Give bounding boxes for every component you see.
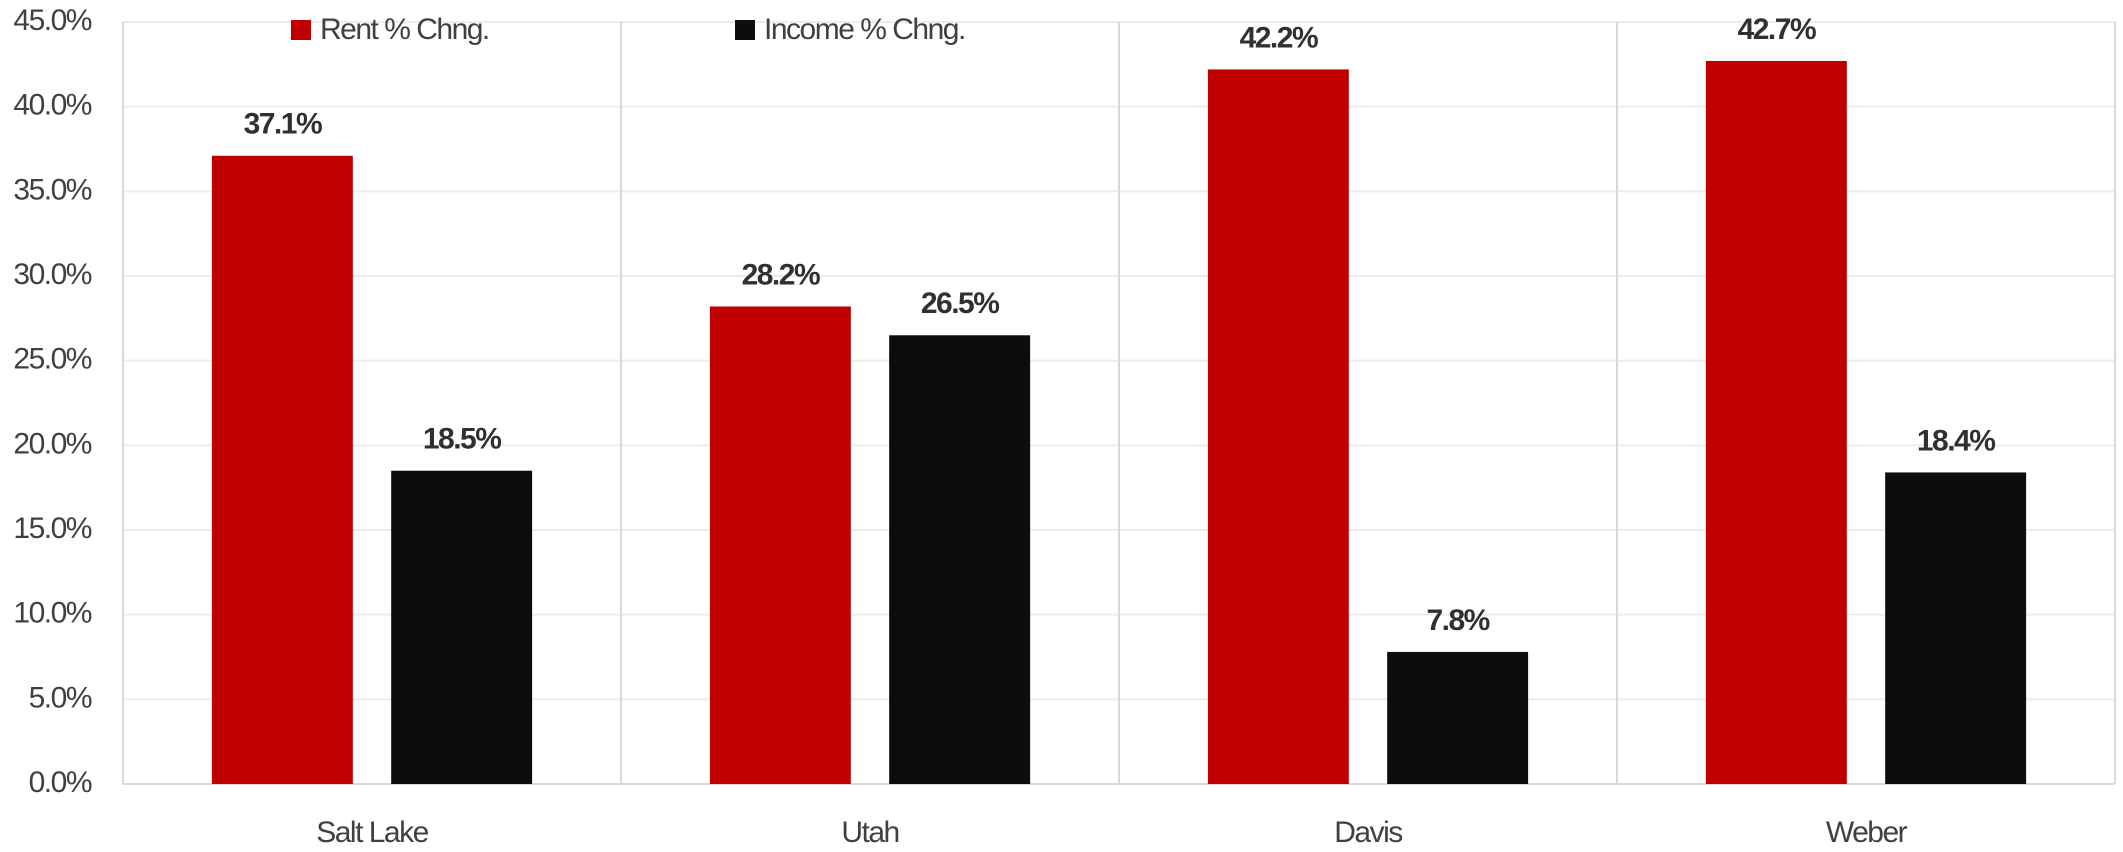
bar (1387, 651, 1529, 784)
y-tick-label: 5.0% (29, 681, 92, 714)
y-tick-label: 20.0% (13, 427, 91, 460)
bar (889, 335, 1031, 784)
value-label: 28.2% (742, 258, 820, 291)
legend-swatch (291, 20, 311, 40)
value-label: 18.5% (423, 423, 501, 456)
value-label: 18.4% (1917, 424, 1995, 457)
value-label: 37.1% (244, 108, 322, 141)
bar (1885, 472, 2027, 784)
x-tick-label: Davis (1334, 816, 1402, 849)
legend-swatch (735, 20, 755, 40)
bar (211, 155, 353, 785)
bar (391, 470, 533, 784)
y-tick-label: 30.0% (13, 258, 91, 291)
bar (1705, 60, 1847, 785)
x-tick-label: Salt Lake (316, 816, 428, 849)
value-label: 42.7% (1738, 13, 1816, 46)
legend-label: Income % Chng. (764, 13, 965, 46)
x-tick-label: Utah (841, 816, 898, 849)
y-tick-label: 25.0% (13, 343, 91, 376)
value-label: 26.5% (921, 287, 999, 320)
y-tick-label: 35.0% (13, 173, 91, 206)
y-tick-label: 40.0% (13, 89, 91, 122)
legend-label: Rent % Chng. (320, 13, 489, 46)
y-tick-label: 45.0% (13, 4, 91, 37)
y-tick-label: 15.0% (13, 512, 91, 545)
bar (1207, 69, 1349, 784)
y-tick-label: 0.0% (29, 766, 92, 799)
x-tick-label: Weber (1826, 816, 1908, 849)
y-tick-label: 10.0% (13, 597, 91, 630)
bar (709, 306, 851, 784)
value-label: 7.8% (1426, 604, 1489, 637)
value-label: 42.2% (1240, 21, 1318, 54)
